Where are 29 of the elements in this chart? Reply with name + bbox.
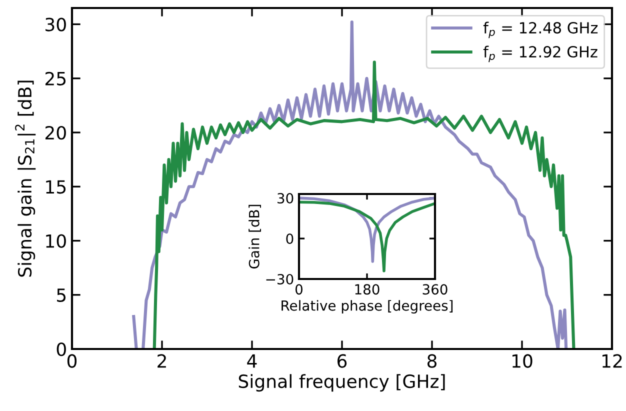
x-axis-title: Signal frequency [GHz] — [238, 374, 445, 392]
y-tick-label: 20 — [45, 126, 66, 140]
x-tick-label: 4 — [247, 354, 257, 368]
legend-label: f$_{p}$ = 12.92 GHz — [483, 46, 598, 62]
y-tick-label: 5 — [57, 288, 66, 302]
x-tick-label: 8 — [427, 354, 437, 368]
y-tick-label: 30 — [278, 193, 294, 204]
line-series — [152, 60, 576, 349]
y-axis-title: Signal gain |S$_{21}$|$^{2}$ [dB] — [15, 80, 36, 277]
line-series — [299, 200, 435, 272]
y-tick-label: 15 — [46, 180, 66, 194]
y-tick-label: 0 — [286, 233, 294, 244]
x-tick-label: 0 — [67, 354, 77, 368]
x-tick-label: 180 — [355, 284, 380, 295]
legend-label: f$_{p}$ = 12.48 GHz — [483, 22, 598, 38]
y-tick-label: 25 — [45, 72, 66, 86]
x-tick-label: 12 — [602, 354, 622, 368]
x-axis-title: Relative phase [degrees] — [282, 300, 453, 314]
y-tick-label: 10 — [46, 234, 66, 248]
y-tick-label: 0 — [56, 342, 66, 356]
x-tick-label: 360 — [422, 284, 448, 295]
x-tick-label: 2 — [158, 354, 166, 368]
y-tick-label: −30 — [266, 274, 294, 284]
x-tick-label: 10 — [512, 354, 532, 368]
y-tick-label: 30 — [46, 18, 66, 32]
y-axis-title: Gain [dB] — [248, 204, 261, 268]
x-tick-label: 0 — [295, 284, 302, 295]
x-tick-label: 6 — [338, 354, 347, 368]
line-series — [299, 196, 435, 263]
